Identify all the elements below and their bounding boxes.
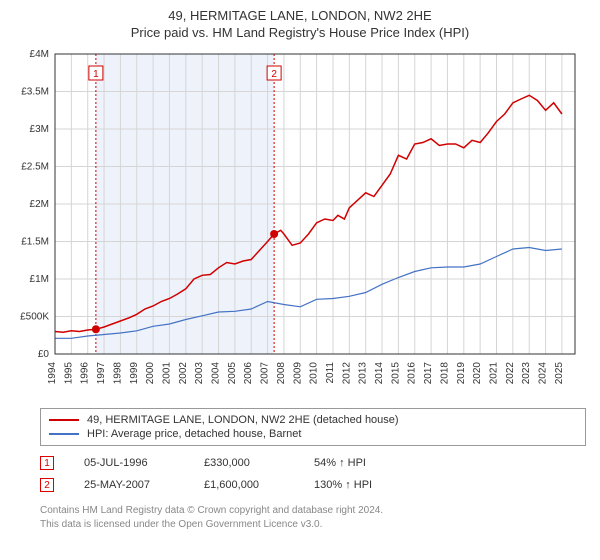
svg-text:1995: 1995 — [63, 362, 74, 385]
title-subtitle: Price paid vs. HM Land Registry's House … — [0, 25, 600, 40]
svg-text:£3.5M: £3.5M — [21, 87, 49, 98]
svg-text:2012: 2012 — [341, 362, 352, 385]
transaction-marker: 1 — [40, 456, 54, 470]
svg-text:1997: 1997 — [96, 362, 107, 385]
svg-text:2004: 2004 — [211, 362, 222, 385]
footer-line-1: Contains HM Land Registry data © Crown c… — [40, 504, 586, 518]
svg-text:2011: 2011 — [325, 362, 336, 384]
transaction-price: £330,000 — [204, 457, 284, 469]
svg-text:£500K: £500K — [20, 312, 49, 323]
legend-item: 49, HERMITAGE LANE, LONDON, NW2 2HE (det… — [49, 413, 577, 427]
svg-text:2002: 2002 — [178, 362, 189, 385]
svg-text:2001: 2001 — [161, 362, 172, 385]
svg-text:2015: 2015 — [390, 362, 401, 385]
legend: 49, HERMITAGE LANE, LONDON, NW2 2HE (det… — [40, 408, 586, 446]
svg-text:£0: £0 — [38, 349, 50, 360]
svg-text:1999: 1999 — [129, 362, 140, 385]
svg-text:2020: 2020 — [472, 362, 483, 385]
legend-item: HPI: Average price, detached house, Barn… — [49, 427, 577, 441]
legend-label: HPI: Average price, detached house, Barn… — [87, 428, 301, 440]
svg-text:1998: 1998 — [112, 362, 123, 385]
transaction-price: £1,600,000 — [204, 479, 284, 491]
transaction-row: 1 05-JUL-1996 £330,000 54% ↑ HPI — [40, 452, 586, 474]
svg-text:2025: 2025 — [554, 362, 565, 385]
legend-label: 49, HERMITAGE LANE, LONDON, NW2 2HE (det… — [87, 414, 399, 426]
svg-text:1994: 1994 — [47, 362, 58, 385]
svg-text:1: 1 — [93, 69, 99, 80]
chart-title-block: 49, HERMITAGE LANE, LONDON, NW2 2HE Pric… — [0, 0, 600, 44]
transaction-hpi-pct: 130% ↑ HPI — [314, 479, 414, 491]
svg-text:2017: 2017 — [423, 362, 434, 385]
svg-text:£4M: £4M — [30, 49, 49, 60]
svg-text:2008: 2008 — [276, 362, 287, 385]
transaction-date: 05-JUL-1996 — [84, 457, 174, 469]
svg-text:2005: 2005 — [227, 362, 238, 385]
legend-swatch — [49, 419, 79, 421]
svg-text:2014: 2014 — [374, 362, 385, 385]
svg-text:2: 2 — [271, 69, 277, 80]
svg-text:1996: 1996 — [80, 362, 91, 385]
transaction-date: 25-MAY-2007 — [84, 479, 174, 491]
legend-swatch — [49, 433, 79, 435]
data-attribution: Contains HM Land Registry data © Crown c… — [40, 504, 586, 532]
title-address: 49, HERMITAGE LANE, LONDON, NW2 2HE — [0, 8, 600, 23]
transaction-marker: 2 — [40, 478, 54, 492]
svg-text:2016: 2016 — [407, 362, 418, 385]
svg-text:£1.5M: £1.5M — [21, 237, 49, 248]
svg-text:2003: 2003 — [194, 362, 205, 385]
svg-text:2024: 2024 — [538, 362, 549, 385]
svg-text:2021: 2021 — [489, 362, 500, 385]
svg-text:2013: 2013 — [358, 362, 369, 385]
price-chart: £0 £500K £1M £1.5M £2M £2.5M £3M £3.5M £4M 1994 19… — [5, 44, 595, 404]
svg-text:£3M: £3M — [30, 124, 49, 135]
svg-text:2010: 2010 — [309, 362, 320, 385]
svg-text:£1M: £1M — [30, 274, 49, 285]
svg-text:2018: 2018 — [439, 362, 450, 385]
svg-text:2006: 2006 — [243, 362, 254, 385]
svg-text:£2.5M: £2.5M — [21, 162, 49, 173]
svg-text:2022: 2022 — [505, 362, 516, 385]
svg-text:2019: 2019 — [456, 362, 467, 385]
svg-text:£2M: £2M — [30, 199, 49, 210]
transaction-row: 2 25-MAY-2007 £1,600,000 130% ↑ HPI — [40, 474, 586, 496]
svg-text:2007: 2007 — [260, 362, 271, 385]
transactions-table: 1 05-JUL-1996 £330,000 54% ↑ HPI 2 25-MAY-200… — [40, 452, 586, 496]
svg-text:2009: 2009 — [292, 362, 303, 385]
transaction-hpi-pct: 54% ↑ HPI — [314, 457, 414, 469]
footer-line-2: This data is licensed under the Open Gov… — [40, 518, 586, 532]
svg-text:2000: 2000 — [145, 362, 156, 385]
svg-text:2023: 2023 — [521, 362, 532, 385]
